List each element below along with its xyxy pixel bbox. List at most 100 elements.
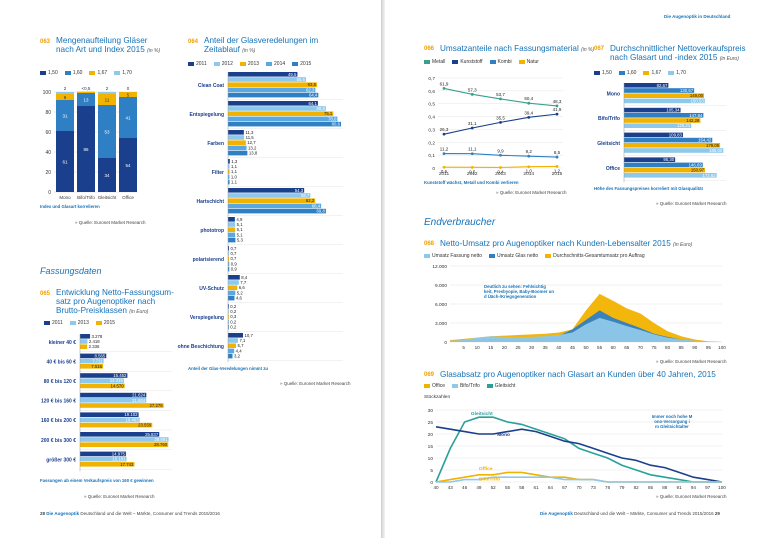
bar	[228, 232, 236, 238]
data-label: 12,7	[247, 140, 256, 145]
data-label: 48,3	[553, 99, 562, 104]
data-label: 11,2	[440, 147, 449, 152]
chart-067-unit: (in Euro)	[719, 56, 739, 62]
data-label: 61	[62, 160, 68, 165]
x-tick-label: Mono	[59, 195, 71, 200]
x-tick-label: 100	[718, 345, 726, 350]
bar	[228, 101, 318, 106]
data-point	[527, 115, 531, 119]
bar	[80, 422, 153, 428]
section-fassungsdaten: Fassungsdaten	[40, 266, 102, 276]
legend-item: Umsatz Fassung netto	[424, 253, 482, 259]
category-label: Filter	[212, 170, 224, 176]
legend-item: 1,67	[643, 70, 661, 76]
x-tick-label: 2015	[552, 171, 563, 177]
source-text: Quelle: Euronet Market Research	[78, 220, 146, 225]
annotation-line: Immer noch hohe M	[652, 414, 693, 419]
legend-item: Durchschnitts-Gesamtumsatz pro Auftrag	[545, 253, 645, 259]
data-label: 80,6	[332, 122, 341, 127]
legend-swatch	[89, 70, 96, 75]
category-label: UV-Schutz	[199, 286, 224, 292]
data-label: 14.315	[110, 378, 124, 383]
bar	[228, 251, 229, 256]
source-text: Quelle: Euronet Market Research	[659, 359, 727, 364]
chart-064-source: » Quelle: Euronet Market Research	[280, 381, 351, 386]
bar	[80, 442, 169, 447]
y-tick-label: 0	[430, 480, 433, 486]
chart-066-source: » Quelle: Euronet Market Research	[496, 190, 567, 195]
bar	[80, 334, 91, 339]
x-tick-label: 2014	[523, 171, 534, 177]
y-tick-label: 9.000	[435, 283, 447, 289]
data-label: 3.278	[92, 334, 103, 339]
y-tick-label: 0,5	[428, 102, 435, 108]
data-label: 5,1	[237, 232, 244, 237]
chart-068-unit: (in Euro)	[673, 242, 693, 248]
legend-item: 1,60	[64, 70, 82, 76]
y-tick-label: 0,4	[428, 115, 435, 121]
series-mono	[435, 426, 723, 483]
x-tick-label: 75	[651, 345, 657, 350]
x-tick-label: 79	[619, 485, 625, 490]
data-point	[470, 126, 474, 130]
chart-065-note: Fassungen ab einem Verkaufspreis von 160…	[40, 478, 154, 483]
bar	[228, 266, 230, 272]
data-point	[442, 87, 446, 90]
x-tick-label: 80	[665, 345, 671, 350]
chart-066-title: Umsatzanteile nach Fassungsmaterial (in …	[440, 44, 594, 55]
data-label: 1,1	[231, 180, 238, 185]
x-tick-label: 70	[638, 345, 644, 350]
bar-segment	[56, 92, 74, 94]
legend-item: 2011	[44, 320, 63, 326]
category-label: kleiner 40 €	[49, 340, 76, 346]
chart-065-number: 065	[40, 291, 51, 297]
data-label: 179,05	[706, 143, 720, 148]
legend-item: 2013	[69, 320, 89, 326]
annotation-line: ono-Versorgung i	[654, 419, 690, 424]
bar	[624, 162, 703, 168]
running-header: Die Augenoptik in Deutschland	[664, 14, 731, 19]
bar	[228, 304, 229, 309]
data-label: 0,2	[230, 304, 237, 309]
y-tick-label: 0,6	[428, 89, 435, 95]
data-point	[499, 120, 502, 124]
y-tick-label: 60	[45, 130, 51, 136]
data-label: 82,67	[657, 83, 668, 88]
x-tick-label: 30	[529, 345, 535, 350]
bar-segment	[56, 100, 74, 131]
legend-swatch	[266, 61, 273, 66]
bar	[228, 164, 230, 169]
x-tick-label: 88	[662, 485, 668, 490]
data-label: 11,5	[246, 135, 255, 140]
data-label: 13,2	[248, 145, 257, 150]
data-label: 7.711	[92, 359, 103, 364]
bar	[228, 145, 247, 151]
bar	[228, 174, 230, 180]
legend-item: Office	[424, 383, 445, 389]
footer-right-brand: Die Augenoptik	[540, 511, 573, 516]
source-text: Quelle: Euronet Market Research	[87, 494, 155, 499]
x-tick-label: 65	[624, 345, 630, 350]
data-label: 7,1	[239, 338, 246, 343]
data-label: 150,53	[691, 98, 705, 103]
data-label: 57,3	[468, 87, 477, 92]
data-label: 69,8	[317, 209, 326, 214]
data-point	[499, 97, 502, 101]
series-label: Mono	[497, 432, 510, 438]
x-tick-label: 40	[556, 345, 562, 350]
data-label: 13,8	[249, 151, 258, 156]
chart-068-plot: 0 3.000 6.000 9.000 12.000 5 10 15 20 25 30 35 40 45 5…	[432, 264, 726, 350]
source-text: Quelle: Euronet Market Research	[659, 494, 727, 499]
data-label: 5,7	[237, 343, 244, 348]
bar-segment	[98, 105, 116, 158]
bar	[80, 344, 88, 349]
data-label: 26,3	[440, 127, 449, 132]
chart-063-source: » Quelle: Euronet Market Research	[75, 220, 146, 225]
section-endverbraucher: Endverbraucher	[424, 217, 496, 228]
chart-063-legend: 1,50 1,60 1,67 1,70	[40, 70, 132, 76]
chart-069-source: » Quelle: Euronet Market Research	[656, 494, 727, 499]
left-page	[0, 0, 381, 538]
bar	[624, 93, 704, 98]
footer-left: 28 Die Augenoptik Deutschland und die We…	[40, 511, 220, 516]
